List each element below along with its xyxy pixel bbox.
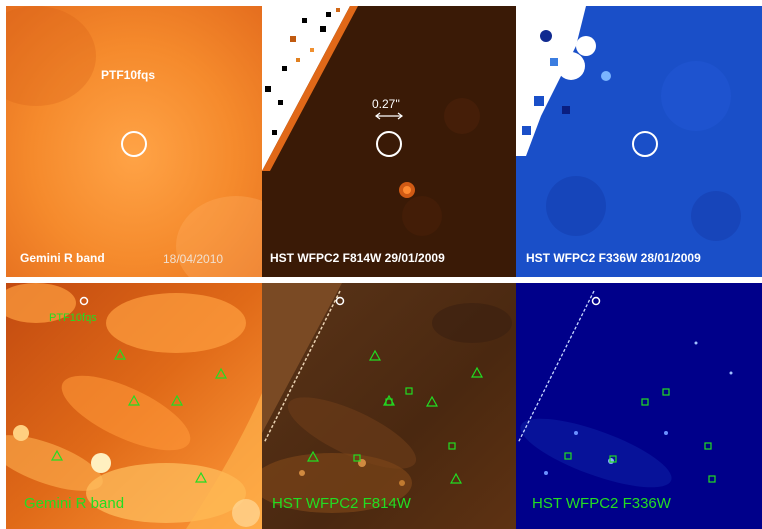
square-marker-icon [385, 398, 393, 406]
square-marker-icon [564, 452, 572, 460]
triangle-marker-icon [306, 450, 320, 462]
triangle-marker-icon [127, 394, 141, 406]
gemini-bottom-image [6, 283, 262, 529]
panel-f336w-bottom: HST WFPC2 F336W [516, 283, 762, 529]
panel-gemini-top: PTF10fqs Gemini R band 18/04/2010 [6, 6, 262, 277]
triangle-marker-icon [368, 349, 382, 361]
square-marker-icon [448, 442, 456, 450]
panel-f336w-top: HST WFPC2 F336W 28/01/2009 [516, 6, 762, 277]
object-circle-marker [79, 296, 89, 306]
band-label: HST WFPC2 F336W [532, 495, 671, 512]
scale-arrow-icon [375, 112, 403, 120]
gemini-top-image [6, 6, 262, 277]
band-label: Gemini R band [20, 251, 105, 265]
panel-f814w-bottom: HST WFPC2 F814W [262, 283, 516, 529]
object-label: PTF10fqs [49, 312, 97, 324]
triangle-marker-icon [214, 367, 228, 379]
f336w-top-image [516, 6, 762, 277]
triangle-marker-icon [50, 449, 64, 461]
band-label: HST WFPC2 F336W 28/01/2009 [526, 251, 701, 265]
object-circle-marker [121, 131, 147, 157]
object-circle-marker [632, 131, 658, 157]
f814w-bottom-image [262, 283, 516, 529]
square-marker-icon [609, 455, 617, 463]
source-markers [564, 388, 716, 483]
square-marker-icon [641, 398, 649, 406]
object-circle-marker [376, 131, 402, 157]
triangle-marker-icon [113, 348, 127, 360]
triangle-marker-icon [425, 395, 439, 407]
panel-f814w-top: 0.27'' HST WFPC2 F814W 29/01/2009 [262, 6, 516, 277]
band-label: HST WFPC2 F814W [272, 495, 411, 512]
triangle-marker-icon [470, 366, 484, 378]
f814w-top-image [262, 6, 516, 277]
object-label: PTF10fqs [101, 68, 156, 82]
band-label: HST WFPC2 F814W 29/01/2009 [270, 251, 445, 265]
object-circle-marker [591, 296, 601, 306]
square-marker-icon [708, 475, 716, 483]
f336w-bottom-image [516, 283, 762, 529]
band-label: Gemini R band [24, 495, 125, 512]
square-marker-icon [405, 387, 413, 395]
square-marker-icon [704, 442, 712, 450]
triangle-marker-icon [170, 394, 184, 406]
source-markers [50, 348, 228, 483]
triangle-marker-icon [449, 472, 463, 484]
triangle-marker-icon [194, 471, 208, 483]
object-circle-marker [335, 296, 345, 306]
scale-label: 0.27'' [372, 97, 400, 111]
square-marker-icon [662, 388, 670, 396]
panel-gemini-bottom: PTF10fqs Gemini R band [6, 283, 262, 529]
square-marker-icon [353, 454, 361, 462]
date-label: 18/04/2010 [163, 252, 224, 266]
source-markers [306, 349, 484, 484]
